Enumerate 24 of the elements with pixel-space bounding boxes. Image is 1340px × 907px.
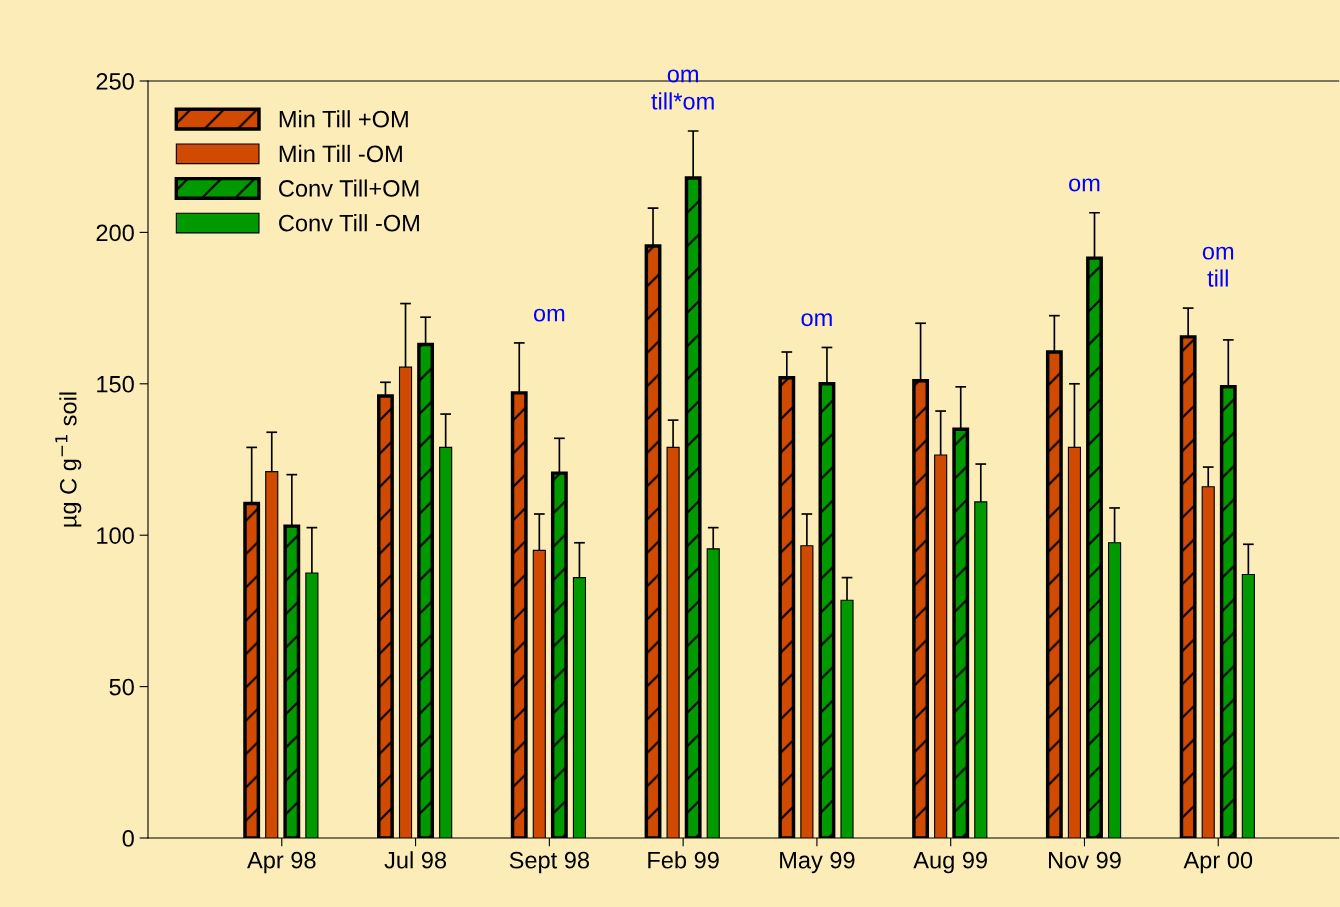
annotation: om bbox=[533, 308, 565, 322]
y-tick-label: 0 bbox=[122, 830, 134, 847]
annotation: om till*om bbox=[651, 69, 714, 110]
annotation: om bbox=[801, 313, 832, 327]
y-tick-label: 50 bbox=[109, 678, 134, 696]
legend-label: Min Till -OM bbox=[279, 144, 402, 163]
legend-label: Conv Till+OM bbox=[279, 179, 419, 197]
y-axis-title: µg C g$^{−1}$ soil bbox=[55, 392, 82, 527]
x-tick-label: Nov 99 bbox=[1049, 851, 1121, 869]
annotation: om bbox=[1069, 178, 1100, 192]
y-tick-label: 250 bbox=[96, 73, 134, 90]
x-tick-label: Aug 99 bbox=[913, 851, 987, 874]
legend-label: Min Till +OM bbox=[279, 110, 408, 128]
annotation: om till bbox=[1202, 246, 1234, 287]
x-tick-label: Sept 98 bbox=[509, 851, 590, 874]
x-tick-label: Jul 98 bbox=[384, 851, 447, 869]
x-tick-label: Feb 99 bbox=[648, 851, 719, 869]
x-tick-label: May 99 bbox=[780, 851, 855, 874]
x-tick-label: Apr 98 bbox=[247, 851, 316, 874]
y-tick-label: 150 bbox=[97, 375, 134, 393]
y-tick-label: 100 bbox=[97, 527, 134, 544]
x-tick-label: Apr 00 bbox=[1183, 851, 1253, 874]
legend-label: Conv Till -OM bbox=[279, 214, 419, 232]
y-tick-label: 200 bbox=[96, 224, 134, 242]
